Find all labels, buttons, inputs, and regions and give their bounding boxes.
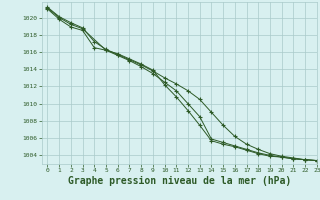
X-axis label: Graphe pression niveau de la mer (hPa): Graphe pression niveau de la mer (hPa) — [68, 176, 291, 186]
